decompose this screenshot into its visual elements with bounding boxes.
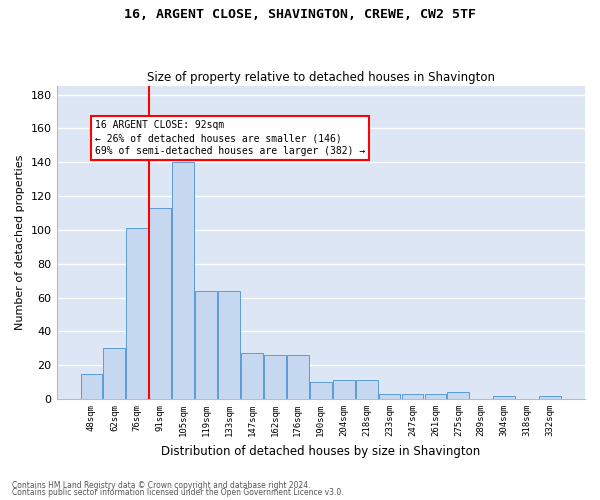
Bar (195, 291, 217, 399)
Bar (149, 208, 171, 399)
Bar (379, 394, 400, 399)
Title: Size of property relative to detached houses in Shavington: Size of property relative to detached ho… (147, 70, 495, 84)
Bar (333, 380, 355, 399)
Y-axis label: Number of detached properties: Number of detached properties (15, 155, 25, 330)
Bar (241, 354, 263, 399)
Bar (80, 374, 103, 399)
Bar (264, 355, 286, 399)
X-axis label: Distribution of detached houses by size in Shavington: Distribution of detached houses by size … (161, 444, 481, 458)
Bar (356, 380, 377, 399)
Bar (310, 382, 332, 399)
Bar (218, 291, 240, 399)
Text: 16, ARGENT CLOSE, SHAVINGTON, CREWE, CW2 5TF: 16, ARGENT CLOSE, SHAVINGTON, CREWE, CW2… (124, 8, 476, 20)
Text: 16 ARGENT CLOSE: 92sqm
← 26% of detached houses are smaller (146)
69% of semi-de: 16 ARGENT CLOSE: 92sqm ← 26% of detached… (95, 120, 365, 156)
Bar (425, 394, 446, 399)
Bar (127, 228, 148, 399)
Text: Contains HM Land Registry data © Crown copyright and database right 2024.: Contains HM Land Registry data © Crown c… (12, 480, 311, 490)
Bar (172, 162, 194, 399)
Bar (103, 348, 125, 399)
Text: Contains public sector information licensed under the Open Government Licence v3: Contains public sector information licen… (12, 488, 344, 497)
Bar (448, 392, 469, 399)
Bar (493, 396, 515, 399)
Bar (539, 396, 561, 399)
Bar (287, 355, 309, 399)
Bar (401, 394, 424, 399)
